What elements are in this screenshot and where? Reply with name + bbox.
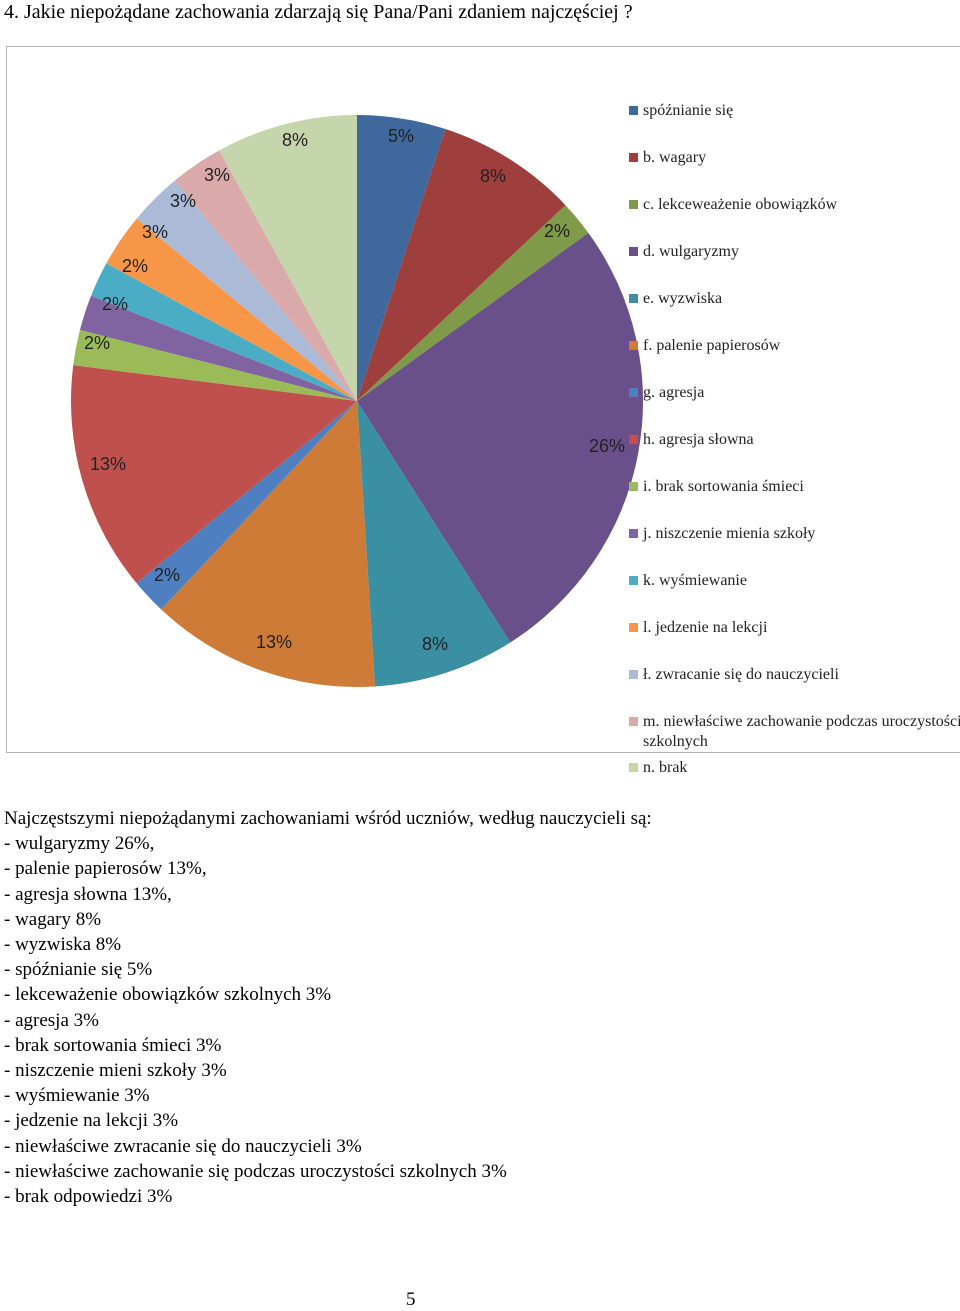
legend-swatch <box>629 623 638 632</box>
pie-slice <box>73 329 357 401</box>
slice-percent-label: 8% <box>480 166 506 186</box>
pie-slice <box>357 205 589 401</box>
pie-slice <box>174 150 357 401</box>
summary-item: - brak odpowiedzi 3% <box>4 1186 173 1208</box>
slice-percent-label: 8% <box>422 634 448 654</box>
pie-slice <box>357 232 644 643</box>
slice-percent-label: 8% <box>282 130 308 150</box>
summary-item: - jedzenie na lekcji 3% <box>4 1110 179 1132</box>
slice-percent-label: 26% <box>589 436 625 456</box>
summary-item: - wagary 8% <box>4 908 102 930</box>
legend-swatch <box>629 294 638 303</box>
summary-item: - wyzwiska 8% <box>4 934 122 956</box>
page-number: 5 <box>406 1289 416 1310</box>
legend-item: ł. zwracanie się do nauczycieli <box>629 665 839 685</box>
slice-percent-label: 2% <box>84 333 110 353</box>
slice-percent-label: 2% <box>154 565 180 585</box>
summary-item: - niszczenie mieni szkoły 3% <box>4 1060 227 1082</box>
legend-item: c. lekceweażenie obowiązków <box>629 195 837 215</box>
legend-swatch <box>629 482 638 491</box>
pie-slice <box>161 401 375 688</box>
summary-item: - wulgaryzmy 26%, <box>4 833 155 855</box>
legend-swatch <box>629 200 638 209</box>
summary-item: - brak sortowania śmieci 3% <box>4 1034 222 1056</box>
legend-label: h. agresja słowna <box>643 431 754 448</box>
pie-slice <box>357 401 511 687</box>
slice-percent-label: 13% <box>256 632 292 652</box>
legend-swatch <box>629 435 638 444</box>
legend-label: l. jedzenie na lekcji <box>643 619 768 636</box>
legend-swatch <box>629 388 638 397</box>
legend-label: j. niszczenie mienia szkoły <box>643 525 816 542</box>
legend-item: i. brak sortowania śmieci <box>629 477 804 497</box>
legend-label: g. agresja <box>643 384 705 401</box>
legend-label: b. wagary <box>643 149 707 166</box>
summary-text: Najczęstszymi niepożądanymi zachowaniami… <box>4 806 652 1209</box>
pie-slice <box>357 115 446 401</box>
legend-label: spóźnianie się <box>643 102 734 119</box>
legend-swatch <box>629 106 638 115</box>
legend-swatch <box>629 341 638 350</box>
legend-label: f. palenie papierosów <box>643 337 781 354</box>
pie-slice <box>136 401 357 610</box>
legend-label: c. lekceweażenie obowiązków <box>643 196 838 213</box>
legend-label: k. wyśmiewanie <box>643 572 747 589</box>
summary-item: - palenie papierosów 13%, <box>4 858 207 880</box>
summary-item: - wyśmiewanie 3% <box>4 1085 150 1107</box>
slice-percent-label: 13% <box>90 454 126 474</box>
legend-swatch <box>629 717 638 726</box>
pie-slice <box>71 365 357 584</box>
legend-label: i. brak sortowania śmieci <box>643 478 804 495</box>
legend-swatch <box>629 247 638 256</box>
legend-swatch <box>629 670 638 679</box>
slice-percent-label: 5% <box>388 126 414 146</box>
slice-percent-label: 3% <box>142 222 168 242</box>
summary-item: - spóźnianie się 5% <box>4 959 153 981</box>
legend-item: b. wagary <box>629 148 706 168</box>
legend-item: n. brak <box>629 758 687 778</box>
legend-item: d. wulgaryzmy <box>629 242 739 262</box>
legend-label: d. wulgaryzmy <box>643 243 739 260</box>
legend-swatch <box>629 529 638 538</box>
legend-swatch <box>629 576 638 585</box>
summary-list: - wulgaryzmy 26%, - palenie papierosów 13… <box>4 831 652 1209</box>
legend-item: spóźnianie się <box>629 101 733 121</box>
legend-item: e. wyzwiska <box>629 289 722 309</box>
chart-frame: 5% 8% 2% 26% 8% 13% 2% 13% 2% 2% 2% 3% 3% 3% 8% spóźni… <box>6 46 960 776</box>
slice-percent-label: 2% <box>122 256 148 276</box>
question-heading: 4. Jakie niepożądane zachowania zdarzają… <box>4 1 633 23</box>
pie-slice <box>219 115 357 401</box>
slice-percent-label: 3% <box>204 165 230 185</box>
summary-item: - lekceważenie obowiązków szkolnych 3% <box>4 984 332 1006</box>
legend-item: f. palenie papierosów <box>629 336 780 356</box>
slice-percent-label: 2% <box>102 294 128 314</box>
legend-item: g. agresja <box>629 383 704 403</box>
pie-slice <box>357 129 566 401</box>
summary-item: - agresja słowna 13%, <box>4 883 172 905</box>
summary-item: - niewłaściwe zachowanie się podczas uro… <box>4 1160 507 1182</box>
legend-label: e. wyzwiska <box>643 290 723 307</box>
pie-slice <box>79 295 358 401</box>
summary-intro: Najczęstszymi niepożądanymi zachowaniami… <box>4 808 652 829</box>
legend-label: ł. zwracanie się do nauczycieli <box>643 666 839 683</box>
pie-slice <box>136 180 357 401</box>
legend-label: n. brak <box>643 759 688 776</box>
pie-slice <box>91 263 357 401</box>
summary-item: - agresja 3% <box>4 1009 99 1031</box>
legend-item: m. niewłaściwe zachowanie podczas uroczy… <box>629 712 960 752</box>
slice-percent-label: 2% <box>544 221 570 241</box>
legend-label: m. niewłaściwe zachowanie podczas uroczy… <box>643 713 960 750</box>
pie-chart: 5%8%2%26%8%13%2%13%2%2%2%3%3%3%8% <box>71 115 644 688</box>
summary-item: - niewłaściwe zwracanie się do nauczycie… <box>4 1135 362 1157</box>
legend-item: k. wyśmiewanie <box>629 571 747 591</box>
legend-swatch <box>629 763 638 772</box>
pie-slice <box>106 218 357 401</box>
legend-swatch <box>629 153 638 162</box>
legend-item: h. agresja słowna <box>629 430 754 450</box>
slice-percent-label: 3% <box>170 191 196 211</box>
legend-item: j. niszczenie mienia szkoły <box>629 524 815 544</box>
legend-item: l. jedzenie na lekcji <box>629 618 767 638</box>
